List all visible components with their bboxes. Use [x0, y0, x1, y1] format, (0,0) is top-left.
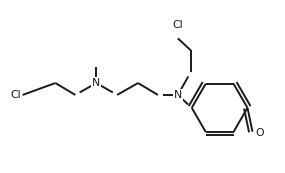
Text: Cl: Cl: [10, 90, 21, 100]
Text: N: N: [174, 90, 182, 100]
Text: N: N: [92, 78, 100, 88]
Text: O: O: [255, 128, 264, 138]
Text: Cl: Cl: [172, 20, 183, 30]
